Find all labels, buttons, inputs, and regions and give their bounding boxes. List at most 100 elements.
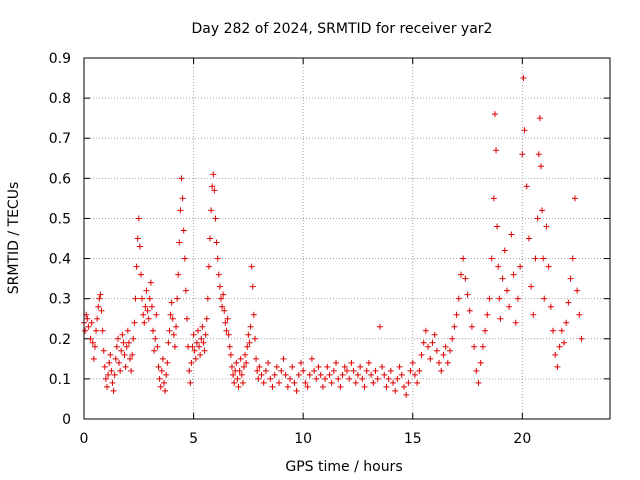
data-point [110,387,117,394]
data-point [154,343,161,350]
data-point [390,379,397,386]
data-points [81,75,585,398]
data-point [405,379,412,386]
data-point [122,363,129,370]
data-point [460,255,467,262]
data-point [131,319,138,326]
data-point [139,295,146,302]
data-point [444,359,451,366]
data-point [552,351,559,358]
data-point [330,367,337,374]
y-ticks: 0 0.1 0.2 0.3 0.4 0.5 0.6 0.7 0.8 0.9 [49,51,610,428]
data-point [85,323,92,330]
x-tick-label: 5 [189,431,198,447]
data-point [302,379,309,386]
data-point [236,367,243,374]
data-point [315,363,322,370]
data-point [141,319,148,326]
data-point [539,207,546,214]
data-point [271,371,278,378]
data-point [530,311,537,318]
data-point [466,307,473,314]
x-tick-label: 10 [294,431,312,447]
data-point [374,375,381,382]
data-point [243,359,250,366]
data-point [167,311,174,318]
data-point [433,347,440,354]
data-point [267,375,274,382]
data-point [213,239,220,246]
data-point [422,327,429,334]
y-tick-label: 0.9 [49,51,71,67]
data-point [300,367,307,374]
data-point [184,315,191,322]
data-point [152,335,159,342]
data-point [249,283,256,290]
data-point [96,295,103,302]
y-tick-label: 0.1 [49,372,71,388]
data-point [199,323,206,330]
data-point [357,363,364,370]
x-axis-label: GPS time / hours [285,459,402,475]
data-point [186,367,193,374]
data-point [550,327,557,334]
y-tick-label: 0.7 [49,131,71,147]
data-point [337,383,344,390]
data-point [197,351,204,358]
data-point [501,247,508,254]
data-point [363,367,370,374]
data-point [497,315,504,322]
data-point [228,363,235,370]
data-point [436,359,443,366]
data-point [494,223,501,230]
data-point [276,379,283,386]
data-point [107,351,114,358]
data-point [230,371,237,378]
data-point [182,287,189,294]
data-point [540,255,547,262]
data-point [159,355,166,362]
data-point [560,339,567,346]
data-point [157,383,164,390]
data-point [381,371,388,378]
data-point [202,331,209,338]
data-point [207,235,214,242]
data-point [136,243,143,250]
data-point [565,299,572,306]
data-point [317,371,324,378]
data-point [87,335,94,342]
data-point [246,339,253,346]
data-point [209,183,216,190]
data-point [477,359,484,366]
plot-frame [83,57,611,420]
data-point [219,303,226,310]
data-point [166,327,173,334]
data-point [567,275,574,282]
data-point [101,363,108,370]
data-point [128,367,135,374]
data-point [148,303,155,310]
data-point [90,355,97,362]
data-point [158,367,165,374]
data-point [506,303,513,310]
data-point [100,347,107,354]
data-point [346,375,353,382]
data-point [162,387,169,394]
data-point [225,331,232,338]
data-point [394,375,401,382]
data-point [289,363,296,370]
data-point [420,339,427,346]
data-point [365,359,372,366]
data-point [269,383,276,390]
data-point [256,363,263,370]
data-point [333,359,340,366]
data-point [558,327,565,334]
data-point [510,271,517,278]
data-point [536,115,543,122]
data-point [215,271,222,278]
data-point [220,291,227,298]
data-point [453,311,460,318]
data-point [523,183,530,190]
data-point [176,239,183,246]
data-point [169,315,176,322]
